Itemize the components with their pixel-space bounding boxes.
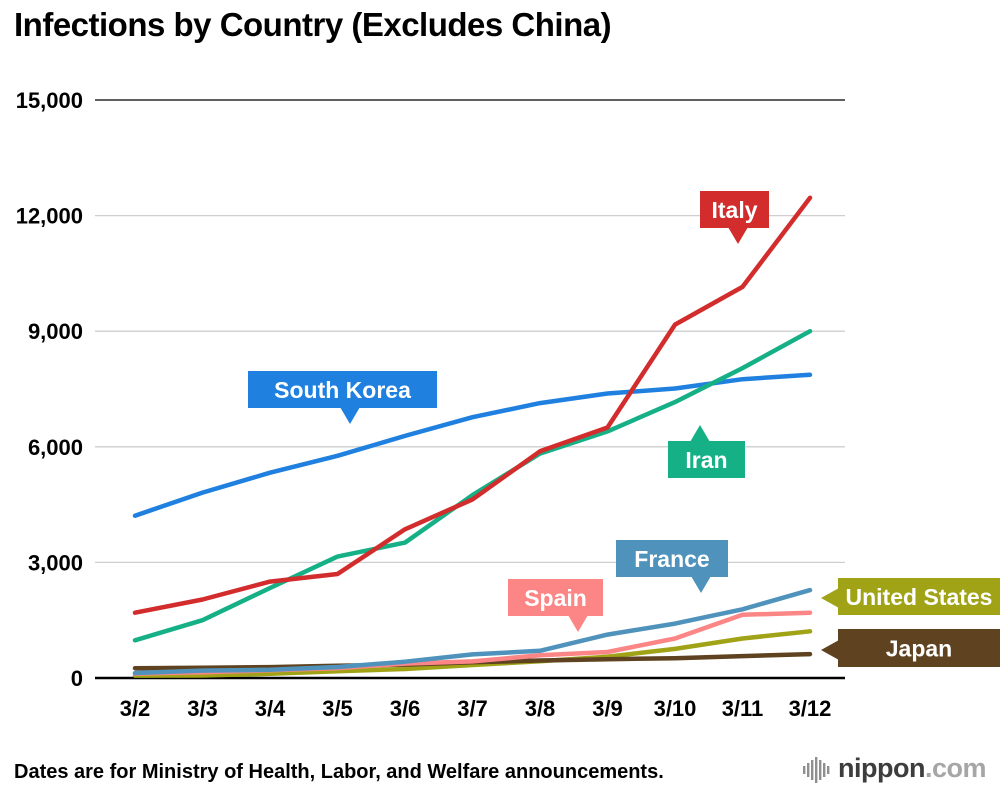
gridlines	[95, 99, 845, 680]
svg-text:3/8: 3/8	[525, 696, 556, 721]
svg-text:United States: United States	[846, 584, 993, 610]
footer-note: Dates are for Ministry of Health, Labor,…	[14, 761, 664, 783]
soundwave-bars-icon	[803, 756, 830, 783]
svg-text:3,000: 3,000	[28, 550, 83, 575]
svg-text:3/3: 3/3	[187, 696, 218, 721]
svg-text:3/10: 3/10	[654, 696, 697, 721]
line-south-korea	[132, 372, 813, 518]
nippon-logo: nippon.com	[801, 753, 987, 784]
label-italy: Italy	[700, 191, 769, 244]
label-spain: Spain	[508, 579, 603, 632]
logo-suffix: .com	[924, 753, 987, 783]
svg-text:12,000: 12,000	[16, 204, 83, 229]
label-united-states: United States	[821, 578, 1000, 615]
svg-text:Spain: Spain	[524, 585, 587, 611]
svg-text:South Korea: South Korea	[274, 377, 411, 403]
svg-text:3/7: 3/7	[457, 696, 488, 721]
svg-text:15,000: 15,000	[16, 88, 83, 113]
y-axis-labels: 0 3,000 6,000 9,000 12,000 15,000	[16, 88, 83, 691]
svg-text:6,000: 6,000	[28, 435, 83, 460]
svg-text:3/4: 3/4	[255, 696, 286, 721]
svg-text:3/9: 3/9	[592, 696, 623, 721]
line-italy	[132, 195, 813, 615]
chart-title: Infections by Country (Excludes China)	[14, 6, 612, 43]
line-united-states	[132, 629, 813, 678]
logo-name: nippon	[838, 753, 925, 783]
svg-text:3/5: 3/5	[322, 696, 353, 721]
label-south-korea: South Korea	[248, 371, 437, 424]
line-iran	[132, 328, 813, 643]
svg-text:Iran: Iran	[685, 447, 727, 473]
svg-text:Japan: Japan	[886, 636, 952, 662]
label-france: France	[616, 540, 728, 593]
svg-text:9,000: 9,000	[28, 319, 83, 344]
x-axis-labels: 3/2 3/3 3/4 3/5 3/6 3/7 3/8 3/9 3/10 3/11 3/12	[120, 696, 832, 721]
svg-text:France: France	[634, 546, 709, 572]
svg-text:3/2: 3/2	[120, 696, 151, 721]
logo-wordmark: nippon.com	[838, 753, 987, 784]
svg-text:3/12: 3/12	[789, 696, 832, 721]
svg-text:3/11: 3/11	[722, 696, 764, 721]
line-france	[132, 587, 813, 676]
svg-text:0: 0	[71, 666, 83, 691]
svg-text:3/6: 3/6	[390, 696, 421, 721]
label-iran: Iran	[668, 425, 745, 478]
label-japan: Japan	[821, 629, 1000, 667]
svg-text:Italy: Italy	[711, 197, 757, 223]
footer: Dates are for Ministry of Health, Labor,…	[14, 753, 987, 784]
